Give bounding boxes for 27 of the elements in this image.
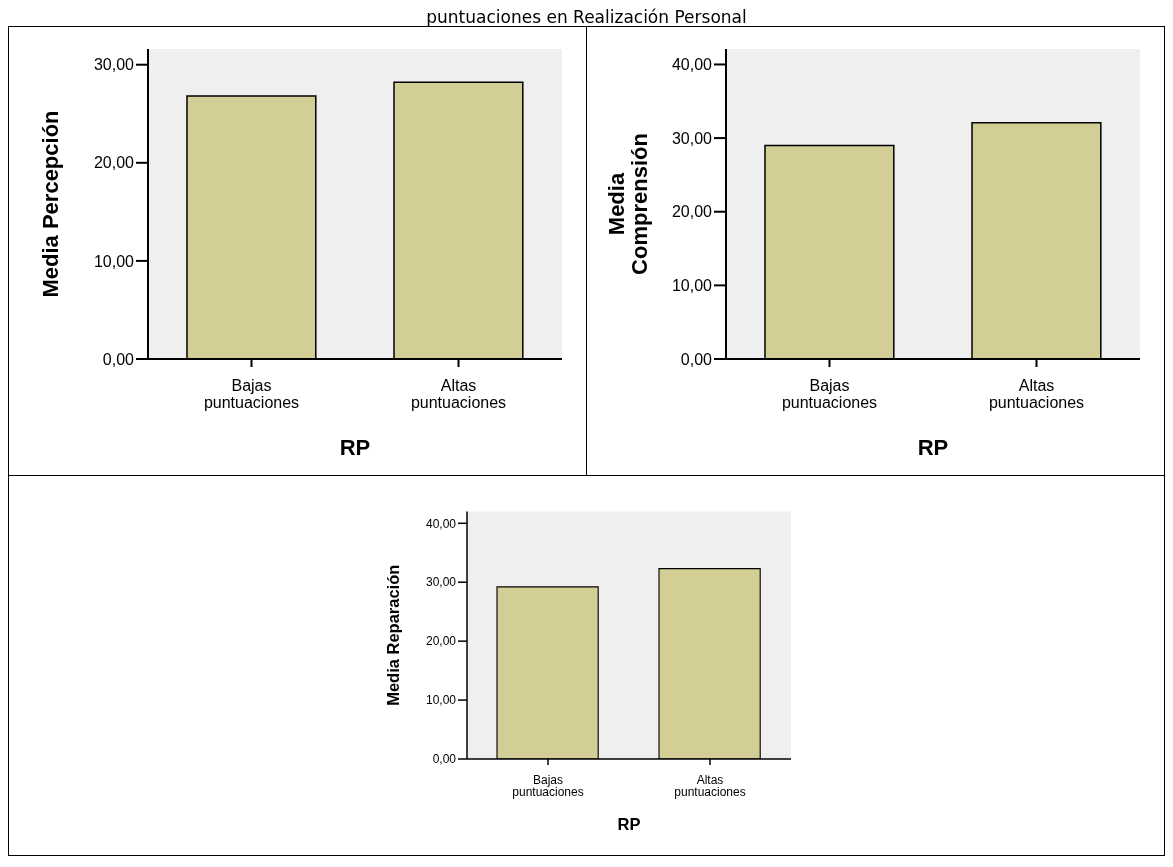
- x-tick-label: Altas puntuaciones: [410, 377, 506, 412]
- y-tick-label: 10,00: [425, 693, 456, 708]
- y-tick-label: 10,00: [671, 277, 712, 295]
- y-tick-label: 0,00: [680, 350, 712, 368]
- y-axis-title: Media Reparación: [383, 564, 402, 706]
- y-tick-label: 30,00: [425, 575, 456, 590]
- chart-title: puntuaciones en Realización Personal: [425, 7, 748, 27]
- y-tick-label: 20,00: [93, 154, 134, 172]
- x-tick-label: Bajas puntuaciones: [511, 772, 584, 800]
- y-tick-label: 40,00: [671, 56, 712, 74]
- x-axis-title: RP: [617, 815, 640, 833]
- y-tick-label: 30,00: [93, 56, 134, 74]
- x-tick-label: Altas puntuaciones: [673, 772, 746, 800]
- x-tick-label: Bajas puntuaciones: [781, 377, 877, 412]
- y-tick-label: 40,00: [425, 516, 456, 531]
- y-tick-label: 0,00: [102, 350, 134, 368]
- y-tick-label: 20,00: [425, 634, 456, 649]
- y-tick-label: 10,00: [93, 252, 134, 270]
- y-tick-label: 0,00: [432, 752, 456, 767]
- x-tick-label: Bajas puntuaciones: [203, 377, 299, 412]
- x-axis-title: RP: [917, 435, 948, 460]
- y-tick-label: 30,00: [671, 129, 712, 147]
- y-axis-title: Media Percepción: [37, 110, 63, 298]
- x-axis-title: RP: [339, 435, 370, 460]
- y-tick-label: 20,00: [671, 203, 712, 221]
- y-axis-title: Media Comprensión: [603, 133, 652, 275]
- x-tick-label: Altas puntuaciones: [988, 377, 1084, 412]
